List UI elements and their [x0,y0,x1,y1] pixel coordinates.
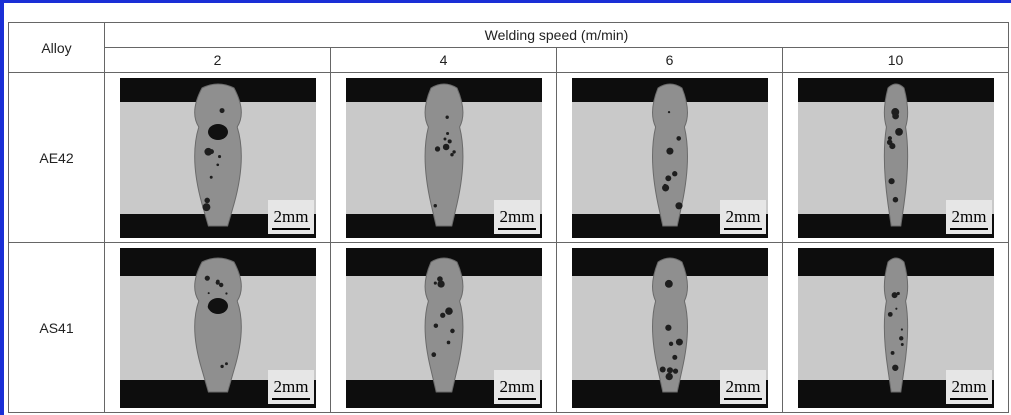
micrograph: 2mm [120,248,316,408]
pore [895,307,897,309]
pore [208,298,228,314]
pore [887,311,892,316]
micrograph-cell: 2mm [105,243,331,413]
pore [225,292,227,294]
pore [899,130,901,132]
pore [445,307,453,315]
pore [225,362,228,365]
pore [667,149,671,153]
pore [892,112,899,119]
pore [433,323,437,327]
pore [662,184,669,191]
micrograph-cell: 2mm [783,243,1009,413]
pore [442,143,449,150]
header-speed: 6 [557,48,783,73]
pore [672,171,677,176]
micrograph: 2mm [572,248,768,408]
micrograph: 2mm [346,78,542,238]
pore [447,139,451,143]
weld-bead [884,258,907,392]
header-speed: 4 [331,48,557,73]
pore [450,153,453,156]
pore [216,163,219,166]
pore [433,281,436,284]
pore [892,364,898,370]
scale-label: 2mm [951,207,986,226]
pore [204,197,210,203]
pore [899,336,903,340]
pore [665,372,672,379]
pore [672,368,677,373]
pore [431,352,436,357]
micrograph-cell: 2mm [783,73,1009,243]
pore [659,366,665,372]
pore [665,175,671,181]
pore [886,139,892,145]
pore [434,146,439,151]
header-speed: 10 [783,48,1009,73]
pore [443,137,446,140]
header-group: Welding speed (m/min) [105,23,1009,48]
pore [888,178,894,184]
pore [445,115,448,118]
micrograph: 2mm [120,78,316,238]
row-alloy: AS41 [9,243,105,413]
pore [202,203,210,211]
scale-label: 2mm [499,377,534,396]
pore [890,351,894,355]
micrograph: 2mm [798,248,994,408]
scale-label: 2mm [725,377,760,396]
pore [446,131,449,134]
micrograph: 2mm [798,78,994,238]
pore [450,328,455,333]
micrograph: 2mm [346,248,542,408]
micrograph-cell: 2mm [557,243,783,413]
pore [676,136,681,141]
pore [218,155,221,158]
pore [664,279,672,287]
pore [675,202,682,209]
weld-bead [425,84,463,226]
pore [667,110,669,112]
pore [437,276,443,282]
pore [204,147,212,155]
scale-label: 2mm [273,377,308,396]
pore [668,341,672,345]
pore [204,275,209,280]
pore [666,367,672,373]
micrograph-cell: 2mm [331,73,557,243]
micrograph: 2mm [572,78,768,238]
pore [207,292,209,294]
pore [219,108,224,113]
pore [665,324,671,330]
scale-label: 2mm [951,377,986,396]
pore [440,312,445,317]
pore [433,204,436,207]
pore [675,338,682,345]
pore [209,175,212,178]
welds-table: Alloy Welding speed (m/min) 2 4 6 10 AE4… [8,22,1009,413]
header-speed: 2 [105,48,331,73]
page: Alloy Welding speed (m/min) 2 4 6 10 AE4… [0,0,1011,415]
micrograph-cell: 2mm [557,73,783,243]
pore [220,364,223,367]
pore [452,150,455,153]
weld-bead [884,84,907,226]
pore [900,343,903,346]
micrograph-cell: 2mm [331,243,557,413]
micrograph-cell: 2mm [105,73,331,243]
row-alloy: AE42 [9,73,105,243]
scale-label: 2mm [499,207,534,226]
pore [900,328,902,330]
scale-label: 2mm [273,207,308,226]
pore [891,292,897,298]
pore [208,124,228,140]
scale-label: 2mm [725,207,760,226]
pore [218,282,222,286]
pore [446,340,450,344]
pore [672,354,677,359]
pore [892,196,898,202]
header-alloy: Alloy [9,23,105,73]
